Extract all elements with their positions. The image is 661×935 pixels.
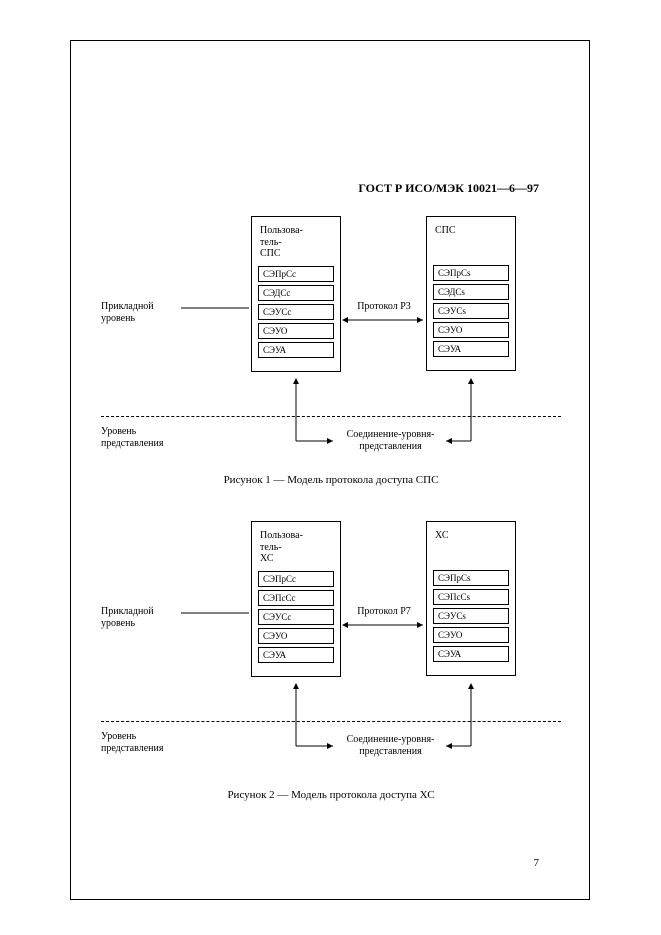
page-number: 7 — [534, 857, 540, 869]
fig1-left-title: Пользова- тель- СПС — [260, 225, 334, 260]
app-level-label: Прикладной уровень — [101, 301, 181, 325]
slot: СЭДСs — [433, 284, 509, 300]
fig1-protocol-label: Протокол Р3 — [344, 301, 424, 312]
slot: СЭУА — [258, 342, 334, 358]
fig1-right-title: СПС — [435, 225, 509, 259]
figure-2: Прикладной уровень Пользова- тель- ХС СЭ… — [101, 521, 561, 811]
slot: СЭПсСs — [433, 589, 509, 605]
app-level-label: Прикладной уровень — [101, 606, 181, 630]
figure-1: Прикладной уровень Пользова- тель- СПС С… — [101, 216, 561, 506]
slot: СЭПрСs — [433, 265, 509, 281]
fig2-right-title: ХС — [435, 530, 509, 564]
slot: СЭПрСc — [258, 571, 334, 587]
slot: СЭУСs — [433, 303, 509, 319]
slot: СЭУО — [433, 627, 509, 643]
slot: СЭПрСc — [258, 266, 334, 282]
slot: СЭУО — [258, 323, 334, 339]
fig1-caption: Рисунок 1 — Модель протокола доступа СПС — [101, 474, 561, 486]
fig2-left-title: Пользова- тель- ХС — [260, 530, 334, 565]
fig2-pres-level-label: Уровень представления — [101, 731, 201, 755]
fig2-caption: Рисунок 2 — Модель протокола доступа ХС — [101, 789, 561, 801]
slot: СЭУСs — [433, 608, 509, 624]
fig1-right-box: СПС СЭПрСs СЭДСs СЭУСs СЭУО СЭУА — [426, 216, 516, 371]
fig1-conn-label: Соединение-уровня- представления — [333, 429, 448, 452]
slot: СЭУА — [433, 646, 509, 662]
fig2-protocol-label: Протокол Р7 — [344, 606, 424, 617]
slot: СЭУО — [433, 322, 509, 338]
slot: СЭУСc — [258, 304, 334, 320]
slot: СЭУА — [433, 341, 509, 357]
slot: СЭДСc — [258, 285, 334, 301]
slot: СЭУО — [258, 628, 334, 644]
label-text: Прикладной уровень — [101, 301, 154, 324]
label-text: Прикладной уровень — [101, 606, 154, 629]
fig1-pres-level-label: Уровень представления — [101, 426, 201, 450]
slot: СЭПрСs — [433, 570, 509, 586]
slot: СЭПсСc — [258, 590, 334, 606]
fig1-dashed — [101, 416, 561, 417]
fig2-left-box: Пользова- тель- ХС СЭПрСc СЭПсСc СЭУСc С… — [251, 521, 341, 677]
fig2-conn-label: Соединение-уровня- представления — [333, 734, 448, 757]
page-frame: ГОСТ Р ИСО/МЭК 10021—6—97 Прикладной уро… — [70, 40, 590, 900]
slot: СЭУА — [258, 647, 334, 663]
doc-header: ГОСТ Р ИСО/МЭК 10021—6—97 — [358, 181, 539, 196]
fig2-right-box: ХС СЭПрСs СЭПсСs СЭУСs СЭУО СЭУА — [426, 521, 516, 676]
fig2-dashed — [101, 721, 561, 722]
slot: СЭУСc — [258, 609, 334, 625]
fig1-left-box: Пользова- тель- СПС СЭПрСc СЭДСc СЭУСc С… — [251, 216, 341, 372]
